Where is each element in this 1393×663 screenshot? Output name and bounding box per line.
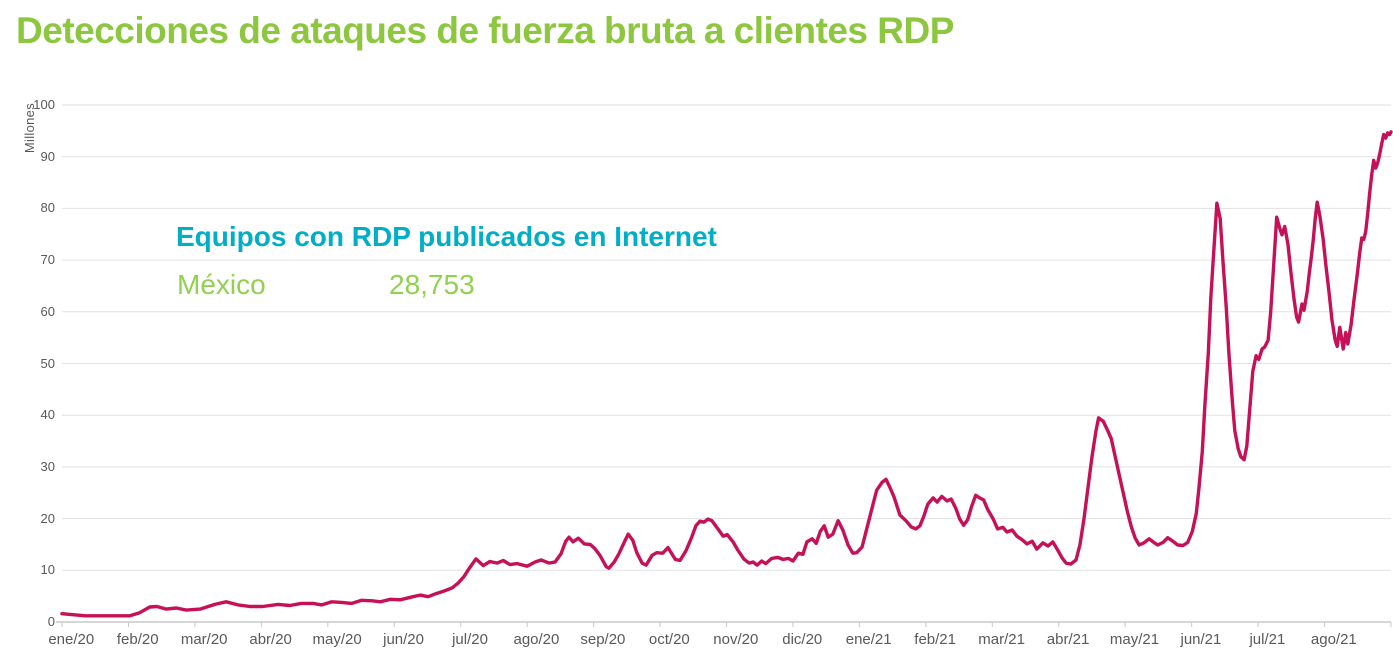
annotation-country-label: México	[177, 269, 266, 300]
x-axis-tick-label: ago/21	[1310, 631, 1357, 648]
x-axis-tick-label: jun/21	[1180, 631, 1222, 648]
annotation-country-value: 28,753	[389, 269, 475, 300]
x-axis-tick-label: abr/21	[1046, 631, 1090, 648]
x-axis-tick-label: dic/20	[782, 631, 823, 648]
y-axis-tick-label: 90	[40, 148, 55, 164]
x-axis-tick-label: jun/20	[383, 631, 424, 648]
x-axis-tick-label: ene/21	[845, 631, 892, 648]
y-axis-tick-label: 20	[40, 510, 55, 526]
x-axis-tick-label: abr/20	[249, 631, 292, 648]
x-axis-tick-label: ene/20	[48, 631, 95, 648]
annotation-heading: Equipos con RDP publicados en Internet	[176, 221, 717, 252]
y-axis-tick-label: 40	[40, 407, 55, 423]
x-axis-tick-label: may/21	[1109, 631, 1160, 648]
x-axis-tick-label: feb/21	[914, 631, 956, 648]
y-axis-tick-label: 30	[40, 458, 55, 474]
x-axis-tick-label: oct/20	[648, 631, 690, 648]
x-axis-tick-label: ago/20	[513, 631, 560, 648]
y-axis-tick-label: 80	[40, 200, 55, 216]
x-axis-tick-label: sep/20	[580, 631, 626, 648]
data-series-line	[60, 130, 1393, 618]
y-axis-tick-label: 100	[33, 97, 55, 112]
y-axis-tick-label: 60	[40, 303, 55, 319]
y-axis-tick-label: 10	[40, 562, 55, 578]
y-axis-tick-label: 70	[40, 252, 55, 268]
x-axis-tick-label: may/20	[312, 631, 362, 648]
x-axis-tick-label: mar/21	[978, 631, 1025, 648]
x-axis-tick-label: jul/20	[452, 631, 488, 648]
x-axis-tick-label: jul/21	[1249, 631, 1286, 648]
x-axis-tick-label: feb/20	[116, 631, 159, 648]
x-axis-tick-label: nov/20	[713, 631, 759, 648]
x-axis-tick-label: mar/20	[180, 631, 228, 648]
y-axis-tick-label: 50	[40, 355, 55, 371]
page-title: Detecciones de ataques de fuerza bruta a…	[16, 10, 954, 51]
y-axis-tick-label: 0	[47, 614, 55, 629]
